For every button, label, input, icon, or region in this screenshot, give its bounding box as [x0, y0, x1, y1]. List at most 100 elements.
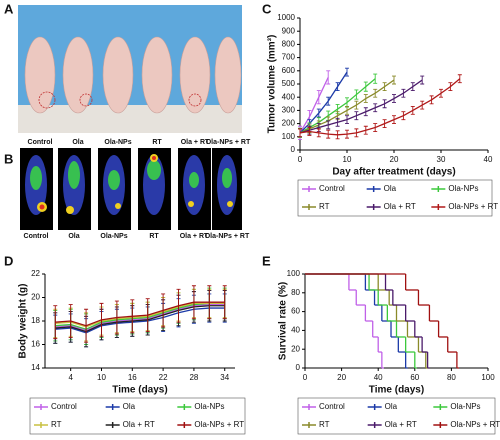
- y-axis-title: Survival rate (%): [278, 282, 289, 360]
- image-label: Ola-NPs: [100, 233, 127, 240]
- error-bar: [420, 75, 425, 85]
- legend-swatch: [177, 422, 192, 428]
- panel-letter: D: [4, 253, 13, 268]
- y-tick-label: 18: [31, 316, 40, 325]
- error-bar: [354, 128, 359, 138]
- error-bar: [382, 82, 387, 92]
- error-bar: [382, 119, 387, 129]
- error-bar: [53, 305, 58, 340]
- error-bar: [448, 82, 453, 92]
- series-line: [299, 71, 348, 134]
- legend-box: [297, 179, 493, 217]
- legend-swatch: [367, 422, 382, 428]
- error-bar: [222, 285, 227, 320]
- error-bar: [392, 115, 396, 125]
- error-bar: [326, 96, 331, 106]
- error-bar: [345, 115, 349, 125]
- y-tick-label: 0: [296, 363, 301, 372]
- legend-label: Ola: [385, 402, 398, 411]
- image-label: Ola: [68, 233, 79, 240]
- error-bar: [354, 100, 359, 110]
- photo-label: Ola + RT: [181, 139, 210, 146]
- x-tick-label: 20: [337, 373, 346, 382]
- error-bar: [335, 82, 340, 92]
- legend-label: Ola-NPs + RT: [448, 202, 498, 211]
- error-bar: [410, 105, 415, 115]
- x-tick-label: 20: [390, 155, 399, 164]
- legend-swatch: [105, 404, 120, 410]
- error-bar: [191, 285, 196, 320]
- image-label: Ola-NPs + RT: [205, 233, 250, 240]
- x-tick-label: 60: [410, 373, 419, 382]
- photo-label: RT: [152, 139, 162, 146]
- legend-label: Control: [319, 402, 345, 411]
- x-tick-label: 28: [189, 373, 198, 382]
- x-axis-title: Time (days): [369, 385, 424, 396]
- error-bar: [392, 94, 396, 103]
- error-bar: [84, 308, 89, 343]
- y-tick-label: 1000: [277, 13, 295, 22]
- x-tick-label: 40: [484, 155, 493, 164]
- x-tick-label: 100: [481, 373, 495, 382]
- series-line: [299, 78, 461, 136]
- error-bar: [99, 302, 104, 337]
- y-tick-label: 700: [282, 53, 296, 62]
- mice: [24, 36, 242, 114]
- error-bar: [363, 125, 368, 135]
- error-bar: [298, 128, 302, 138]
- series-line: [55, 303, 225, 332]
- y-axis-title: Tumor volume (mm³): [267, 35, 278, 134]
- imaging: [20, 148, 242, 230]
- y-tick-label: 500: [282, 79, 296, 88]
- legend-label: Control: [319, 184, 345, 193]
- series-line: [299, 77, 329, 134]
- legend-box: [297, 397, 496, 435]
- error-bar: [373, 103, 378, 113]
- legend-label: RT: [319, 202, 330, 211]
- photo-label: Ola: [72, 139, 83, 146]
- x-tick-label: 40: [374, 373, 383, 382]
- error-bar: [161, 293, 166, 328]
- y-tick-label: 80: [291, 288, 300, 297]
- error-bar: [145, 298, 150, 333]
- error-bar: [382, 99, 387, 109]
- error-bar: [335, 117, 340, 127]
- x-tick-label: 4: [68, 373, 73, 382]
- series-line: [55, 302, 225, 328]
- error-bar: [345, 97, 349, 108]
- series-line: [55, 307, 225, 334]
- panel-letter: C: [262, 1, 272, 16]
- error-bar: [410, 82, 415, 92]
- image-label: Control: [24, 233, 49, 240]
- panel-letter: E: [262, 253, 271, 268]
- y-tick-label: 100: [287, 269, 301, 278]
- image-label: RT: [149, 233, 159, 240]
- legend-label: RT: [51, 420, 62, 429]
- x-tick-label: 22: [159, 373, 168, 382]
- x-tick-label: 0: [303, 373, 308, 382]
- y-tick-label: 40: [291, 326, 300, 335]
- legend-label: Ola: [384, 184, 397, 193]
- error-bar: [68, 304, 73, 338]
- legend-swatch: [105, 422, 120, 428]
- legend-label: Control: [51, 402, 77, 411]
- series-line: [55, 305, 225, 333]
- photo-label: Ola-NPs: [104, 139, 131, 146]
- error-bar: [130, 299, 135, 334]
- photo-label: Ola-NPs + RT: [206, 139, 251, 146]
- legend-swatch: [431, 186, 446, 192]
- y-tick-label: 60: [291, 307, 300, 316]
- y-tick-label: 300: [282, 106, 296, 115]
- legend-label: Ola-NPs + RT: [194, 420, 244, 429]
- panel-letter: B: [4, 151, 13, 166]
- error-bar: [363, 94, 368, 103]
- legend-swatch: [366, 204, 381, 210]
- error-bar: [207, 285, 212, 320]
- legend-label: Ola-NPs: [194, 402, 224, 411]
- error-bar: [363, 107, 368, 117]
- legend-swatch: [302, 422, 316, 428]
- error-bar: [326, 129, 331, 139]
- y-tick-label: 100: [282, 132, 296, 141]
- legend-swatch: [431, 204, 446, 210]
